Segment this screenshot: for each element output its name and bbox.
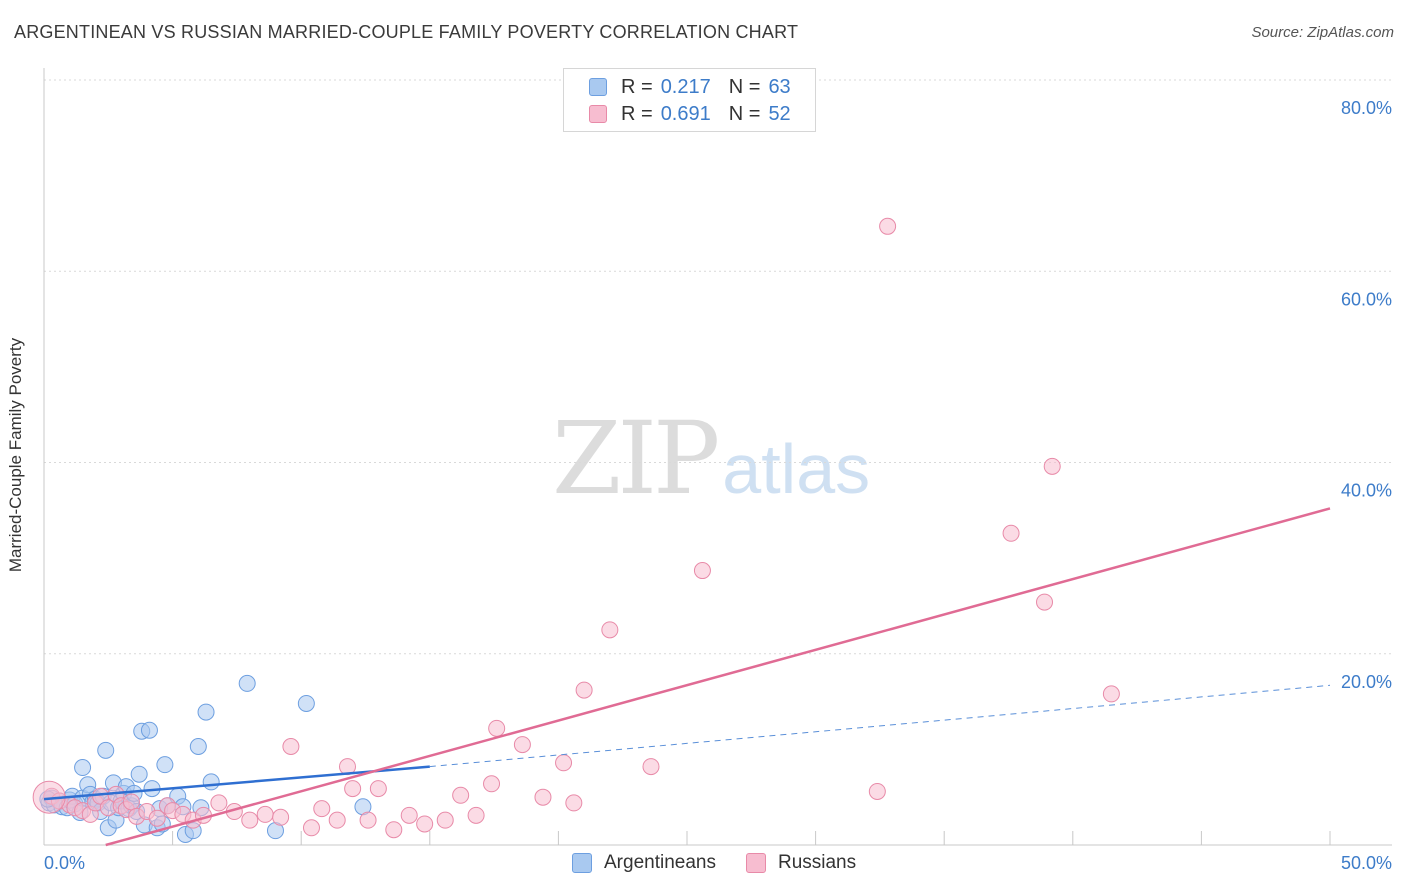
- point-russians: [513, 736, 531, 754]
- point-russians: [1002, 524, 1020, 542]
- trend-line-argentineans: [43, 765, 430, 801]
- watermark-atlas: atlas: [722, 430, 871, 508]
- legend-r-value: 0.691: [660, 102, 711, 125]
- point-russians: [1043, 457, 1061, 475]
- point-russians: [241, 811, 259, 829]
- point-argentineans: [202, 773, 220, 791]
- grid-lines: [44, 79, 1392, 655]
- point-russians: [210, 794, 228, 812]
- series-legend-argentineans[interactable]: Argentineans: [572, 852, 716, 874]
- point-russians: [328, 811, 346, 829]
- legend-row-russians: R = 0.691 N = 52: [589, 103, 791, 125]
- point-russians: [534, 788, 552, 806]
- point-russians: [148, 809, 166, 827]
- series-swatch-argentineans: [572, 853, 592, 873]
- y-tick-label: 60.0%: [1341, 289, 1392, 309]
- axes: [43, 68, 1392, 846]
- legend-n-value: 52: [768, 102, 791, 125]
- point-russians: [488, 719, 506, 737]
- legend-box: R = 0.217 N = 63 R = 0.691 N = 52: [563, 68, 816, 132]
- x-tick-label: 0.0%: [44, 853, 85, 873]
- y-tick-label: 80.0%: [1341, 98, 1392, 118]
- y-tick-label: 40.0%: [1341, 481, 1392, 501]
- point-russians: [385, 821, 403, 839]
- trend-line-argentineans-extension: [429, 684, 1331, 768]
- point-russians: [436, 811, 454, 829]
- point-russians: [565, 794, 583, 812]
- point-russians: [359, 811, 377, 829]
- point-argentineans: [97, 741, 115, 759]
- point-russians: [344, 780, 362, 798]
- point-argentineans: [238, 674, 256, 692]
- series-swatch-russians: [745, 853, 766, 873]
- point-russians: [575, 681, 593, 699]
- legend-row-argentineans: R = 0.217 N = 63: [589, 76, 791, 98]
- source-label: Source: ZipAtlas.com: [1251, 24, 1394, 41]
- point-russians: [313, 800, 331, 818]
- point-russians: [369, 780, 387, 798]
- y-tick-label: 20.0%: [1341, 672, 1392, 692]
- legend-r-value: 0.217: [660, 75, 711, 98]
- point-russians: [601, 621, 619, 639]
- series-legend-russians[interactable]: Russians: [745, 852, 857, 874]
- watermark: ZIPatlas: [552, 400, 870, 517]
- point-russians: [879, 217, 897, 235]
- point-argentineans: [189, 738, 207, 756]
- point-russians: [282, 738, 300, 756]
- watermark-zip: ZIP: [552, 400, 720, 517]
- x-tick-label: 50.0%: [1341, 853, 1392, 873]
- point-argentineans: [140, 721, 158, 739]
- point-russians: [272, 808, 290, 826]
- point-russians: [868, 782, 886, 800]
- point-argentineans: [130, 765, 148, 783]
- legend-swatch-russians: [589, 105, 607, 123]
- point-russians: [452, 786, 470, 804]
- point-argentineans: [297, 694, 315, 712]
- series-label-russians: Russians: [777, 852, 857, 873]
- legend-n-value: 63: [768, 75, 791, 98]
- point-russians: [400, 806, 418, 824]
- legend-r-label: R =: [621, 102, 653, 125]
- series-legend: Argentineans Russians: [572, 852, 886, 874]
- point-argentineans: [156, 756, 174, 774]
- point-argentineans: [74, 759, 92, 777]
- tick-labels: 20.0% 40.0% 60.0% 80.0% 0.0% 50.0%: [44, 98, 1392, 873]
- point-argentineans: [197, 703, 215, 721]
- point-russians: [467, 806, 485, 824]
- point-russians: [256, 805, 274, 823]
- point-russians: [416, 815, 434, 833]
- trend-line-russians: [105, 507, 1331, 847]
- point-russians: [483, 775, 501, 793]
- series-label-argentineans: Argentineans: [604, 852, 716, 873]
- point-russians: [302, 819, 320, 837]
- trend-lines: [43, 507, 1331, 847]
- point-russians: [555, 754, 573, 772]
- point-russians: [693, 562, 711, 580]
- point-russians: [642, 758, 660, 776]
- legend-n-label: N =: [728, 102, 761, 125]
- legend-swatch-argentineans: [589, 78, 607, 96]
- data-points: [32, 217, 1120, 843]
- point-russians: [1102, 685, 1120, 703]
- point-russians: [122, 793, 140, 811]
- chart-title: ARGENTINEAN VS RUSSIAN MARRIED-COUPLE FA…: [14, 22, 799, 42]
- point-russians: [1036, 593, 1054, 611]
- legend-n-label: N =: [728, 75, 761, 98]
- legend-r-label: R =: [621, 75, 653, 98]
